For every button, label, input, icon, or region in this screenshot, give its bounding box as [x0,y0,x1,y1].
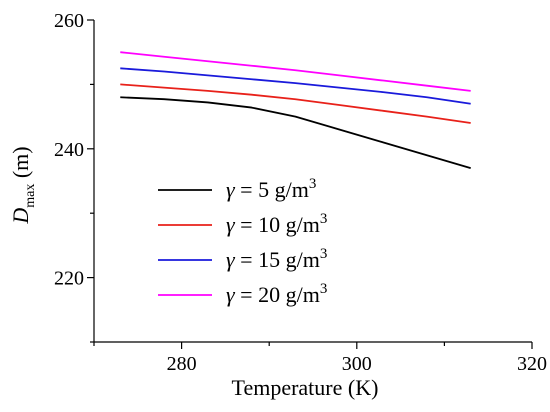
y-axis-symbol: D [8,208,33,225]
series-line-3 [120,67,471,105]
legend-superscript: 3 [309,176,317,192]
y-tick-label: 220 [54,268,84,290]
legend-superscript: 3 [320,211,328,227]
y-axis-title: Dmax (m) [8,146,38,224]
legend-symbol: γ [226,177,236,202]
legend-text: = 10 g/m [235,212,320,237]
legend-symbol: γ [226,212,236,237]
y-tick-label: 240 [54,139,84,161]
y-axis-unit: (m) [8,146,33,183]
x-axis-title: Temperature (K) [232,375,379,400]
series-lines [120,51,471,169]
legend-label-4: γ = 20 g/m3 [226,281,327,307]
legend-text: = 15 g/m [235,247,320,272]
legend-label-3: γ = 15 g/m3 [226,246,327,272]
legend-superscript: 3 [320,281,328,297]
tick-marks [87,19,533,349]
x-tick-label: 300 [342,353,372,375]
series-line-4 [120,51,471,92]
legend-label-2: γ = 10 g/m3 [226,211,327,237]
legend-superscript: 3 [320,246,328,262]
legend: γ = 5 g/m3γ = 10 g/m3γ = 15 g/m3γ = 20 g… [158,176,327,307]
legend-text: = 20 g/m [235,282,320,307]
legend-label-1: γ = 5 g/m3 [226,176,316,202]
series-line-1 [120,96,471,169]
axes-frame [93,20,532,343]
legend-text: = 5 g/m [235,177,309,202]
y-tick-label: 260 [54,10,84,32]
legend-symbol: γ [226,282,236,307]
y-axis-subscript: max [23,184,38,208]
x-tick-label: 320 [517,353,547,375]
legend-symbol: γ [226,247,236,272]
series-line-2 [120,83,471,124]
tick-labels: 280 300 320 220 240 260 [54,10,547,375]
x-tick-label: 280 [167,353,197,375]
